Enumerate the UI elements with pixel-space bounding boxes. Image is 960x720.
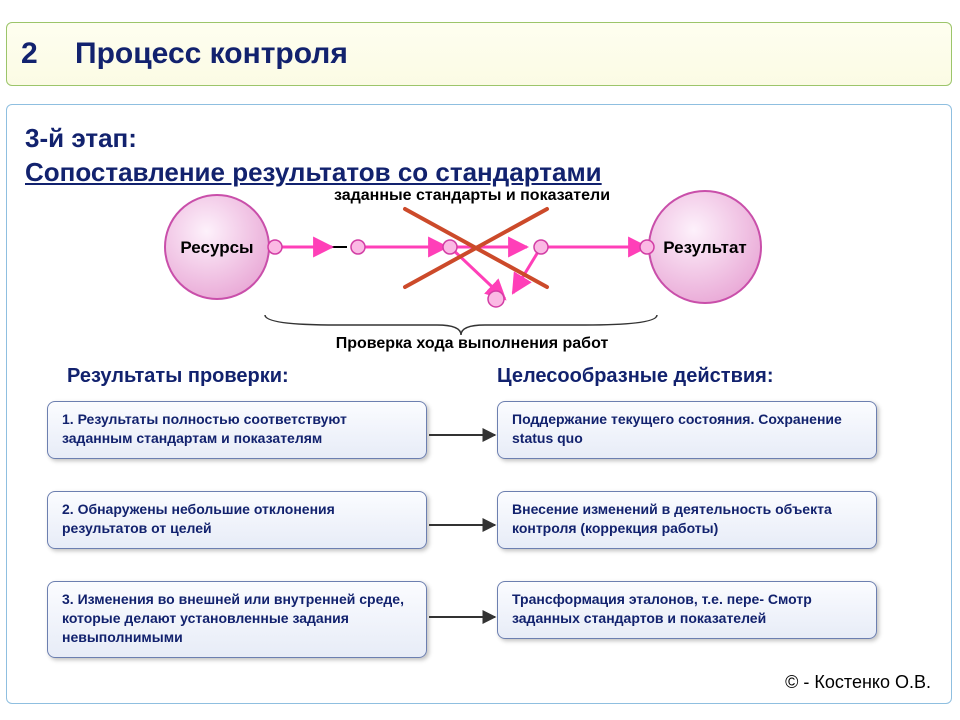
title-number: 2 [21, 37, 75, 71]
slide-root: 2 Процесс контроля 3-й этап: Сопоставлен… [0, 0, 960, 720]
resource-node-label: Ресурсы [180, 238, 253, 257]
left-column-header: Результаты проверки: [67, 365, 289, 388]
action-box-2: Внесение изменений в деятельность объект… [497, 491, 877, 549]
right-column-header: Целесообразные действия: [497, 365, 774, 388]
stage-line2: Сопоставление результатов со стандартами [25, 157, 602, 188]
brace-icon [265, 315, 657, 335]
action-box-3: Трансформация эталонов, т.е. пере- Смотр… [497, 581, 877, 639]
flow-diagram: Ресурсы Результат [7, 187, 953, 387]
result-box-2: 2. Обнаружены небольшие отклонения резул… [47, 491, 427, 549]
result-box-3: 3. Изменения во внешней или внутренней с… [47, 581, 427, 658]
title-bar: 2 Процесс контроля [6, 22, 952, 86]
content-panel: 3-й этап: Сопоставление результатов со с… [6, 104, 952, 704]
flow-dots [268, 240, 654, 307]
stage-line1: 3-й этап: [25, 123, 137, 154]
footer-credit: © - Костенко О.В. [785, 672, 931, 693]
result-box-1: 1. Результаты полностью соответствуют за… [47, 401, 427, 459]
action-box-1: Поддержание текущего состояния. Сохранен… [497, 401, 877, 459]
check-label: Проверка хода выполнения работ [317, 335, 627, 353]
result-node-label: Результат [663, 238, 747, 257]
title-text: Процесс контроля [75, 37, 348, 71]
